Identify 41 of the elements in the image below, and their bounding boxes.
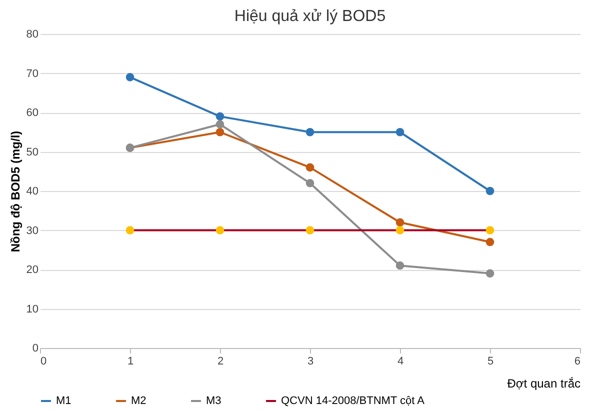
point <box>396 128 404 136</box>
point <box>306 226 314 234</box>
chart-title: Hiệu quả xử lý BOD5 <box>234 8 386 25</box>
legend-label: M3 <box>206 395 222 407</box>
point <box>216 226 224 234</box>
legend-label: QCVN 14-2008/BTNMT cột A <box>281 395 426 407</box>
y-tick-label: 0 <box>32 342 38 354</box>
point <box>396 226 404 234</box>
x-tick-label: 0 <box>40 356 47 368</box>
point <box>126 226 134 234</box>
point <box>306 178 314 188</box>
y-tick-label: 70 <box>26 68 38 80</box>
point <box>486 226 494 234</box>
x-axis-title: Đợt quan trắc <box>507 376 580 390</box>
x-tick-label: 4 <box>397 356 404 368</box>
point <box>216 120 224 128</box>
y-tick-label: 30 <box>26 224 38 237</box>
point <box>486 238 494 246</box>
point <box>396 261 404 270</box>
y-axis-title: Nồng độ BOD5 (mg/l) <box>8 130 22 252</box>
y-tick-label: 40 <box>26 186 38 198</box>
point <box>486 186 494 196</box>
point <box>306 163 314 172</box>
point <box>126 73 134 82</box>
y-tick-label: 10 <box>26 303 38 316</box>
point <box>486 269 494 278</box>
x-tick-label: 2 <box>217 356 224 368</box>
y-tick-label: 50 <box>26 146 38 158</box>
legend-label: M2 <box>131 395 146 407</box>
point <box>216 128 224 136</box>
y-tick-label: 60 <box>26 107 38 119</box>
x-tick-label: 5 <box>487 356 494 368</box>
x-tick-label: 3 <box>307 356 314 368</box>
y-tick-label: 80 <box>26 28 38 40</box>
x-tick-label: 1 <box>127 356 134 368</box>
legend-label: M1 <box>56 395 72 407</box>
point <box>396 218 404 227</box>
x-tick-label: 6 <box>574 356 580 368</box>
y-tick-label: 20 <box>26 264 38 276</box>
point <box>306 128 314 136</box>
point <box>216 112 224 121</box>
